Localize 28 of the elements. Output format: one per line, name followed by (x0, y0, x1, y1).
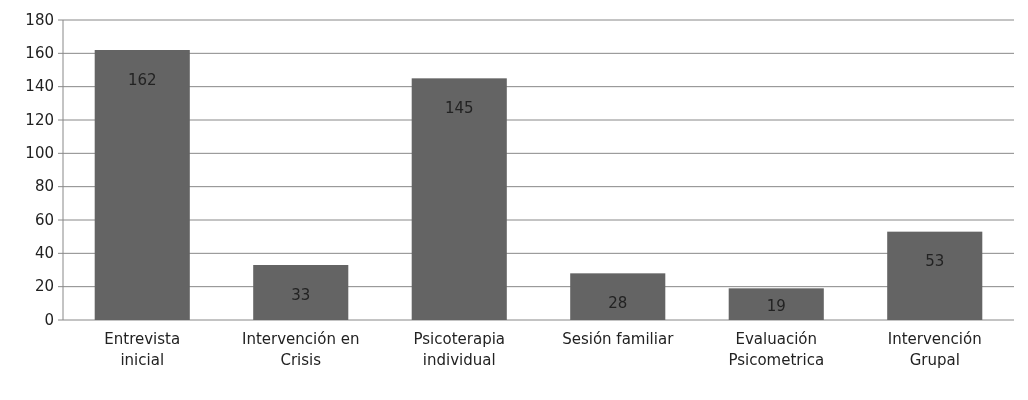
bar (887, 231, 983, 320)
y-tick-label: 40 (34, 243, 54, 262)
data-label: 28 (608, 293, 628, 312)
data-label: 162 (127, 70, 157, 89)
y-tick-label: 120 (25, 110, 54, 129)
data-label: 33 (291, 285, 311, 304)
bar (253, 265, 349, 320)
y-tick-label: 140 (25, 77, 54, 96)
x-tick-label: Psicoterapia individual (413, 330, 506, 369)
y-tick-label: 160 (25, 43, 54, 62)
y-tick-label: 20 (34, 277, 54, 296)
bar (411, 78, 507, 320)
y-tick-label: 100 (25, 143, 54, 162)
x-tick-label: Evaluación Psicometrica (728, 330, 825, 369)
x-tick-label: Intervención en Crisis (242, 330, 360, 369)
data-label: 53 (925, 252, 945, 271)
x-tick-label: Sesión familiar (562, 330, 675, 348)
x-tick-label: Intervención Grupal (887, 330, 982, 369)
y-tick-label: 0 (44, 310, 54, 329)
y-tick-label: 180 (25, 10, 54, 29)
data-label: 145 (444, 98, 474, 117)
bar (570, 273, 666, 320)
y-tick-label: 60 (34, 210, 54, 229)
x-tick-label: Entrevista inicial (104, 330, 181, 369)
bar (94, 50, 190, 320)
bar (728, 288, 824, 320)
data-label: 19 (766, 296, 786, 315)
y-tick-label: 80 (34, 177, 54, 196)
